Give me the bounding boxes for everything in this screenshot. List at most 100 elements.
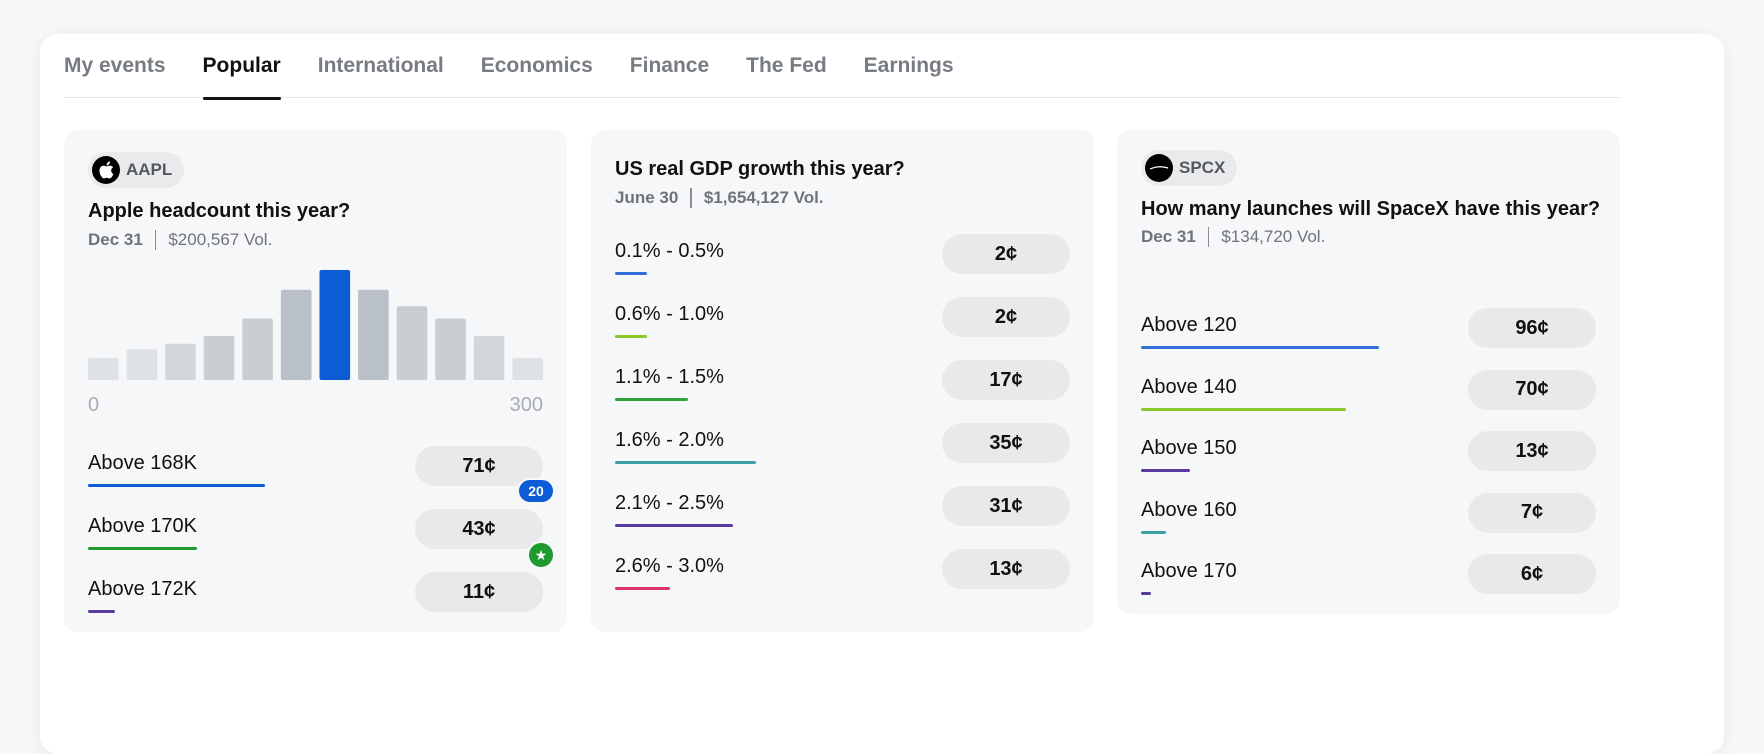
tab-the-fed[interactable]: The Fed <box>746 54 827 77</box>
probability-bar <box>615 272 647 275</box>
price-button[interactable]: 43¢ ★ <box>415 509 555 569</box>
tab-economics[interactable]: Economics <box>480 54 593 77</box>
price-value: 96¢ <box>1515 316 1549 339</box>
histogram-bar <box>319 270 351 380</box>
probability-bar <box>615 398 688 401</box>
market-title[interactable]: Apple headcount this year? <box>88 200 351 222</box>
price-value: 71¢ <box>462 454 496 477</box>
probability-bar <box>1141 407 1346 411</box>
price-button[interactable]: 71¢ 20 <box>415 446 555 504</box>
probability-bar <box>1141 530 1166 534</box>
price-button[interactable]: 6¢ <box>1468 554 1596 594</box>
price-button[interactable]: 70¢ <box>1468 369 1596 410</box>
price-button[interactable]: 13¢ <box>942 549 1070 589</box>
probability-bar <box>615 335 647 338</box>
ticker-chip[interactable]: SPCX <box>1141 150 1238 186</box>
outcome-row[interactable]: Above 120 96¢ <box>1141 308 1596 352</box>
market-card-apple-headcount[interactable]: AAPL Apple headcount this year? Dec 31 $… <box>64 130 567 632</box>
meta-divider <box>1207 227 1210 247</box>
probability-bar <box>1141 346 1379 349</box>
distribution-histogram <box>88 270 543 380</box>
close-date: Dec 31 <box>88 230 143 249</box>
outcome-label: Above 172K <box>88 578 197 600</box>
price-value: 43¢ <box>462 517 496 540</box>
outcome-label: Above 120 <box>1141 314 1237 336</box>
price-value: 2¢ <box>994 305 1018 328</box>
histogram-bar <box>126 349 158 380</box>
outcome-row[interactable]: 0.1% - 0.5% 2¢ <box>615 234 1070 278</box>
price-value: 2¢ <box>994 242 1018 265</box>
price-value: 35¢ <box>989 431 1023 454</box>
outcome-row[interactable]: Above 140 70¢ <box>1141 369 1596 414</box>
probability-bar <box>1141 469 1191 472</box>
meta-divider <box>690 188 692 208</box>
price-button[interactable]: 2¢ <box>942 297 1070 337</box>
outcome-row[interactable]: Above 160 7¢ <box>1141 492 1596 537</box>
histogram-bar <box>242 318 273 380</box>
outcome-row[interactable]: 2.1% - 2.5% 31¢ <box>615 486 1070 530</box>
probability-bar <box>1141 592 1151 595</box>
price-button[interactable]: 31¢ <box>942 486 1070 526</box>
tab-popular[interactable]: Popular <box>202 48 281 100</box>
spacex-logo-icon <box>1145 154 1173 182</box>
price-value: 7¢ <box>1520 501 1544 523</box>
tab-earnings[interactable]: Earnings <box>863 54 954 77</box>
tab-finance[interactable]: Finance <box>629 54 710 77</box>
price-button[interactable]: 17¢ <box>942 360 1070 400</box>
outcome-label: 2.1% - 2.5% <box>615 492 724 514</box>
price-button[interactable]: 2¢ <box>942 234 1070 274</box>
axis-min-label: 0 <box>88 394 100 416</box>
close-date: June 30 <box>615 188 679 207</box>
histogram-bar <box>512 358 543 380</box>
probability-bar <box>88 547 198 550</box>
market-card-spacex-launches[interactable]: SPCX How many launches will SpaceX have … <box>1117 130 1620 614</box>
price-value: 11¢ <box>462 580 496 603</box>
histogram-bar <box>358 289 389 380</box>
outcome-row[interactable]: 1.1% - 1.5% 17¢ <box>615 360 1070 404</box>
outcome-row[interactable]: 0.6% - 1.0% 2¢ <box>615 297 1070 341</box>
outcome-row[interactable]: 1.6% - 2.0% 35¢ <box>615 423 1070 467</box>
meta-divider <box>154 230 157 250</box>
probability-bar <box>615 524 734 527</box>
tab-my-events[interactable]: My events <box>64 54 166 77</box>
apple-logo-icon <box>92 156 120 184</box>
price-button[interactable]: 7¢ <box>1468 492 1596 533</box>
market-meta: Dec 31 $200,567 Vol. <box>88 230 272 250</box>
price-button[interactable]: 35¢ <box>942 423 1070 463</box>
market-title[interactable]: US real GDP growth this year? <box>615 158 905 180</box>
histogram-bar <box>165 343 196 380</box>
outcome-label: Above 140 <box>1141 375 1237 398</box>
histogram-bar <box>88 358 119 380</box>
star-icon: ★ <box>527 541 555 569</box>
price-button[interactable]: 96¢ <box>1468 308 1596 348</box>
outcome-label: Above 168K <box>88 452 197 474</box>
outcome-row[interactable]: Above 172K 11¢ <box>88 572 543 616</box>
market-title[interactable]: How many launches will SpaceX have this … <box>1141 198 1601 220</box>
tab-international[interactable]: International <box>317 54 444 77</box>
ticker-chip[interactable]: AAPL <box>88 152 185 188</box>
market-card-us-gdp[interactable]: US real GDP growth this year? June 30 $1… <box>591 130 1094 632</box>
outcome-label: 2.6% - 3.0% <box>615 555 724 577</box>
ticker-symbol: SPCX <box>1179 158 1226 177</box>
price-value: 17¢ <box>989 368 1023 391</box>
price-button[interactable]: 11¢ <box>415 572 543 612</box>
probability-bar <box>615 461 757 464</box>
outcome-label: 1.6% - 2.0% <box>615 429 724 451</box>
outcome-row[interactable]: 2.6% - 3.0% 13¢ <box>615 549 1070 593</box>
price-value: 13¢ <box>1515 439 1549 462</box>
histogram-bar <box>280 289 312 380</box>
outcome-row[interactable]: Above 170K 43¢ ★ <box>88 509 555 569</box>
histogram-bar <box>396 306 428 380</box>
histogram-bar <box>473 336 505 380</box>
outcome-row[interactable]: Above 170 6¢ <box>1141 554 1596 598</box>
outcome-label: 0.1% - 0.5% <box>615 240 724 262</box>
market-meta: Dec 31 $134,720 Vol. <box>1141 227 1325 247</box>
volume-text: $1,654,127 Vol. <box>703 188 824 207</box>
outcome-label: Above 160 <box>1141 498 1237 521</box>
outcome-row[interactable]: Above 168K 71¢ 20 <box>88 446 555 504</box>
volume-text: $200,567 Vol. <box>168 230 273 249</box>
price-button[interactable]: 13¢ <box>1468 431 1596 471</box>
outcome-row[interactable]: Above 150 13¢ <box>1141 431 1596 475</box>
ticker-symbol: AAPL <box>126 160 173 179</box>
category-tabs: My events Popular International Economics Fi… <box>64 48 1620 100</box>
